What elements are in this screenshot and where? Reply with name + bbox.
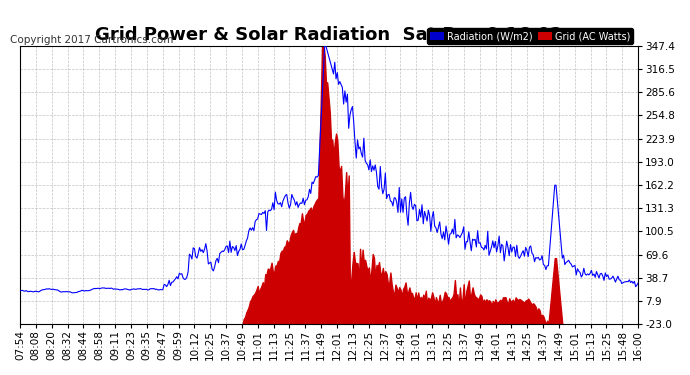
Legend: Radiation (W/m2), Grid (AC Watts): Radiation (W/m2), Grid (AC Watts) xyxy=(426,28,633,44)
Text: Copyright 2017 Cartronics.com: Copyright 2017 Cartronics.com xyxy=(10,35,174,45)
Title: Grid Power & Solar Radiation  Sat Dec 9 16:02: Grid Power & Solar Radiation Sat Dec 9 1… xyxy=(95,26,563,44)
